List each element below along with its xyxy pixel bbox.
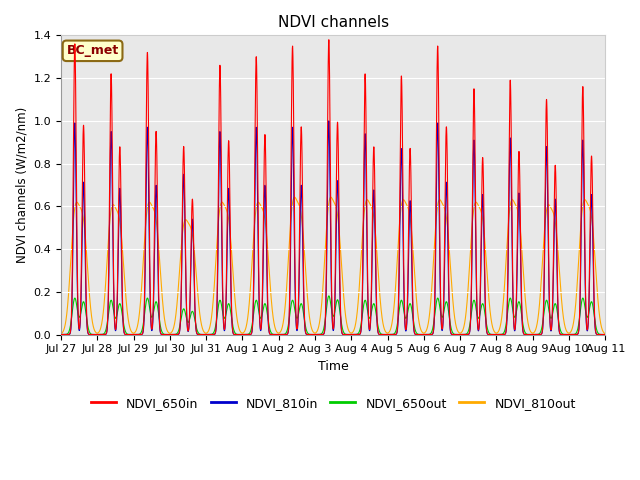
NDVI_810in xyxy=(602,332,609,337)
NDVI_650out xyxy=(57,332,65,337)
NDVI_810out xyxy=(327,194,335,200)
NDVI_650out xyxy=(261,301,269,307)
NDVI_650in xyxy=(600,332,607,337)
Line: NDVI_810in: NDVI_810in xyxy=(61,121,605,335)
NDVI_650out xyxy=(600,332,607,337)
NDVI_810in xyxy=(408,287,416,293)
NDVI_810out xyxy=(168,329,175,335)
NDVI_650in xyxy=(261,133,269,139)
NDVI_650in xyxy=(486,332,493,337)
NDVI_810out xyxy=(57,331,65,336)
NDVI_810out xyxy=(486,303,493,309)
NDVI_810in xyxy=(57,332,65,337)
NDVI_810in xyxy=(173,332,181,337)
NDVI_650in xyxy=(57,332,65,337)
NDVI_810in xyxy=(486,332,493,337)
NDVI_810out xyxy=(408,237,416,242)
NDVI_650in xyxy=(168,332,175,337)
X-axis label: Time: Time xyxy=(318,360,349,373)
NDVI_650out xyxy=(408,310,416,315)
Text: BC_met: BC_met xyxy=(67,44,119,57)
NDVI_650out xyxy=(486,331,493,336)
NDVI_810out xyxy=(173,296,181,302)
NDVI_810out xyxy=(261,216,269,221)
NDVI_650in xyxy=(173,332,181,337)
Line: NDVI_650out: NDVI_650out xyxy=(61,296,605,335)
NDVI_650in xyxy=(408,270,416,276)
NDVI_650out xyxy=(168,332,175,337)
NDVI_650out xyxy=(602,332,609,337)
NDVI_810in xyxy=(168,332,175,337)
NDVI_810in xyxy=(600,332,607,337)
NDVI_810out xyxy=(600,329,607,335)
Legend: NDVI_650in, NDVI_810in, NDVI_650out, NDVI_810out: NDVI_650in, NDVI_810in, NDVI_650out, NDV… xyxy=(86,392,580,415)
Line: NDVI_650in: NDVI_650in xyxy=(61,40,605,335)
NDVI_810out xyxy=(602,331,609,337)
NDVI_650in xyxy=(602,332,609,337)
Title: NDVI channels: NDVI channels xyxy=(278,15,388,30)
Line: NDVI_810out: NDVI_810out xyxy=(61,197,605,334)
NDVI_650out xyxy=(325,293,333,299)
NDVI_810in xyxy=(325,118,333,124)
NDVI_650out xyxy=(173,330,181,336)
NDVI_650in xyxy=(325,37,333,43)
Y-axis label: NDVI channels (W/m2/nm): NDVI channels (W/m2/nm) xyxy=(15,107,28,263)
NDVI_810in xyxy=(261,184,269,190)
